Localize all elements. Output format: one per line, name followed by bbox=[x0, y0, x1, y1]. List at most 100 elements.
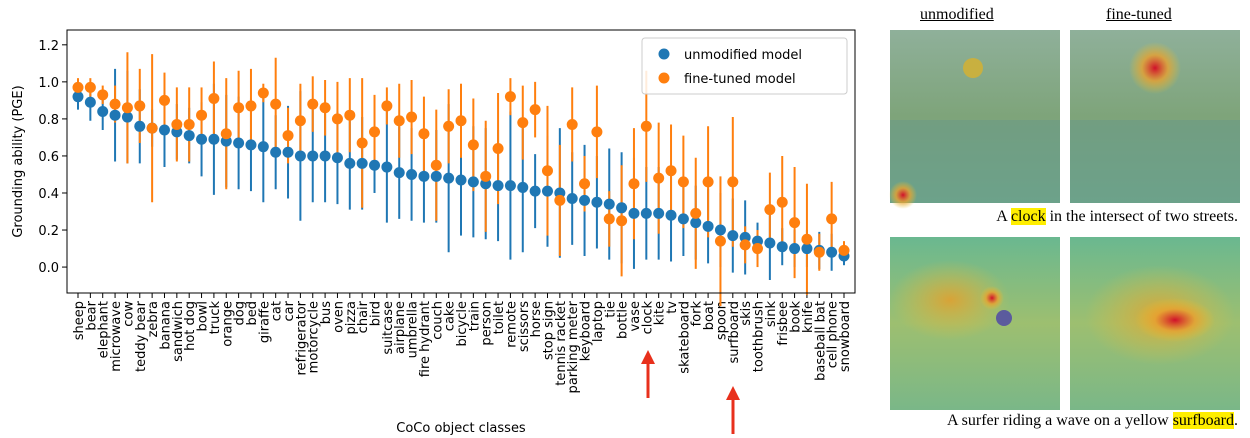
plot-area: 0.0 0.2 0.4 0.6 0.8 1.0 1.2 sheepbearelephantmi… bbox=[11, 37, 853, 436]
point bbox=[393, 115, 405, 127]
caption-text: . bbox=[1234, 412, 1238, 429]
point bbox=[356, 157, 368, 169]
point bbox=[443, 172, 455, 184]
point bbox=[677, 176, 689, 188]
point bbox=[196, 109, 208, 121]
x-tick-label: teddy bear bbox=[134, 300, 149, 372]
heat-spot bbox=[980, 286, 1004, 310]
point bbox=[443, 120, 455, 132]
x-tick-label: toothbrush bbox=[752, 301, 767, 372]
point bbox=[640, 207, 652, 219]
point bbox=[134, 120, 146, 132]
x-tick-label: tie bbox=[603, 301, 618, 318]
caption: A clock in the intersect of two streets. bbox=[996, 208, 1238, 226]
point bbox=[356, 137, 368, 149]
point bbox=[72, 81, 84, 93]
point bbox=[541, 165, 553, 177]
y-tick-label: 0.0 bbox=[38, 261, 59, 276]
caption-text: in the intersect of two streets. bbox=[1045, 208, 1238, 225]
point bbox=[344, 109, 356, 121]
point bbox=[294, 115, 306, 127]
point bbox=[628, 207, 640, 219]
x-tick-label: scissors bbox=[517, 301, 532, 352]
point bbox=[714, 235, 726, 247]
point bbox=[801, 243, 813, 255]
x-tick-label: chair bbox=[356, 300, 371, 333]
x-tick-label: car bbox=[282, 300, 297, 321]
x-tick-label: bottle bbox=[616, 301, 631, 339]
x-tick-label: snowboard bbox=[838, 301, 853, 372]
point bbox=[245, 100, 257, 112]
point bbox=[727, 176, 739, 188]
x-tick-label: zebra bbox=[146, 301, 161, 337]
point bbox=[752, 243, 764, 255]
x-axis-label: CoCo object classes bbox=[396, 421, 526, 436]
image-road bbox=[1070, 120, 1240, 203]
point bbox=[764, 237, 776, 249]
point bbox=[492, 143, 504, 155]
x-tick-label: toilet bbox=[492, 301, 507, 334]
x-tick-label: cat bbox=[270, 301, 285, 321]
y-tick-label: 0.4 bbox=[38, 187, 59, 202]
axes-frame bbox=[66, 29, 856, 294]
point bbox=[566, 118, 578, 130]
x-tick-label: couch bbox=[430, 301, 445, 340]
point bbox=[801, 233, 813, 245]
caption-text: A surfer riding a wave on a yellow bbox=[946, 412, 1173, 429]
point bbox=[430, 159, 442, 171]
point bbox=[319, 102, 331, 114]
x-tick-label: bear bbox=[84, 300, 99, 330]
x-tick-label: elephant bbox=[97, 301, 112, 358]
point bbox=[84, 96, 96, 108]
x-tick-label: skateboard bbox=[677, 301, 692, 374]
point bbox=[702, 220, 714, 232]
point bbox=[690, 207, 702, 219]
point bbox=[406, 168, 418, 180]
x-tick-label: orange bbox=[220, 301, 235, 347]
point bbox=[739, 239, 751, 251]
point bbox=[418, 170, 430, 182]
point bbox=[826, 213, 838, 225]
point bbox=[603, 198, 615, 210]
x-tick-label: banana bbox=[158, 301, 173, 350]
point bbox=[171, 118, 183, 130]
point bbox=[109, 98, 121, 110]
point bbox=[282, 130, 294, 142]
annotation-arrows bbox=[641, 350, 740, 434]
x-tick-label: bus bbox=[319, 301, 334, 324]
x-tick-label: horse bbox=[529, 301, 544, 337]
point bbox=[579, 178, 591, 190]
point bbox=[616, 202, 628, 214]
x-tick-label: stop sign bbox=[541, 301, 556, 360]
point bbox=[455, 115, 467, 127]
point bbox=[616, 215, 628, 227]
caption-text: A bbox=[996, 208, 1011, 225]
point bbox=[789, 243, 801, 255]
point bbox=[628, 178, 640, 190]
x-tick-label: bowl bbox=[196, 301, 211, 331]
point bbox=[665, 165, 677, 177]
point bbox=[480, 170, 492, 182]
heat-spot bbox=[889, 181, 917, 209]
point bbox=[653, 207, 665, 219]
point bbox=[393, 167, 405, 179]
point bbox=[233, 137, 245, 149]
point bbox=[504, 180, 516, 192]
y-tick-label: 0.8 bbox=[38, 113, 59, 128]
point bbox=[109, 109, 121, 121]
legend-box bbox=[641, 37, 848, 95]
point bbox=[541, 185, 553, 197]
point bbox=[183, 118, 195, 130]
point bbox=[418, 128, 430, 140]
panel-header: unmodified bbox=[920, 6, 994, 23]
arrow-head bbox=[726, 386, 740, 400]
x-tick-label: frisbee bbox=[776, 301, 791, 346]
arrow-head bbox=[641, 350, 655, 364]
point bbox=[504, 91, 516, 103]
point bbox=[430, 170, 442, 182]
x-tick-label: kite bbox=[653, 301, 668, 325]
y-tick-label: 0.6 bbox=[38, 150, 59, 165]
x-tick-label: microwave bbox=[109, 301, 124, 372]
x-tick-label: fork bbox=[690, 301, 705, 327]
